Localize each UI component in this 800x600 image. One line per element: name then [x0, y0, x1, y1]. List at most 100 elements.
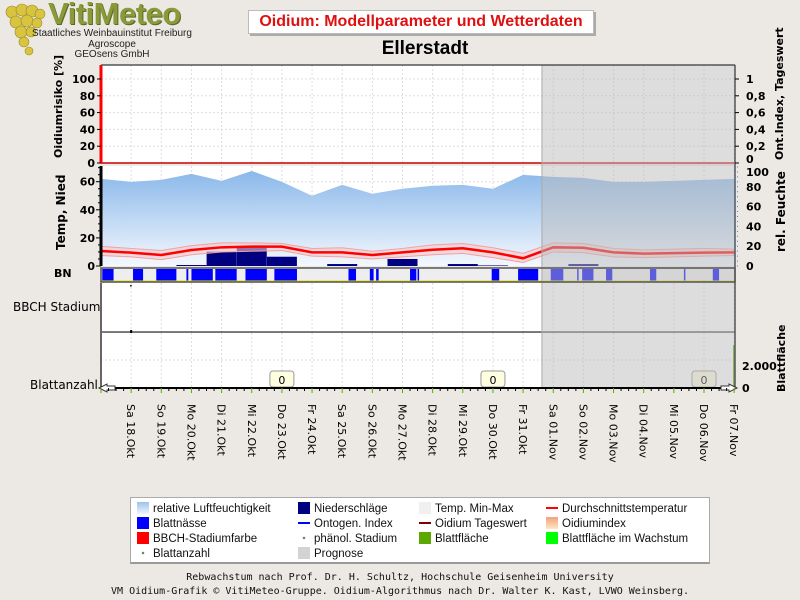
- leaf-wetness-block: [245, 269, 267, 281]
- date-tick-label: Fr 07.Nov: [727, 404, 740, 457]
- temp-tick-label: 20: [80, 232, 96, 245]
- leaf-wetness-block: [518, 269, 539, 281]
- risk-tick-label: 60: [80, 107, 96, 120]
- scroll-left-arrow-icon[interactable]: [97, 383, 116, 393]
- leafarea-tick-label: 2.000: [742, 360, 777, 373]
- footer-line-2: VM Oidium-Grafik © VitiMeteo-Gruppe. Oid…: [111, 586, 689, 597]
- date-tick-label: So 26.Okt: [365, 404, 378, 459]
- date-tick-label: Mi 05.Nov: [667, 404, 680, 459]
- legend-item: Blattanzahl: [137, 547, 210, 562]
- grape-logo-icon: [5, 3, 46, 56]
- station-name: Ellerstadt: [381, 38, 469, 59]
- legend-item: Oidium Tageswert: [419, 517, 527, 532]
- date-tick-label: Mi 29.Okt: [456, 404, 469, 458]
- legend: relative Luftfeuchtigkeit Niederschläge Te…: [130, 497, 710, 564]
- rh-tick-label: 20: [746, 240, 762, 253]
- precipitation-bar: [266, 256, 297, 266]
- precipitation-bar: [206, 251, 237, 266]
- legend-swatch-icon: [137, 532, 149, 544]
- date-tick-label: Mi 22.Okt: [245, 404, 258, 458]
- risk-tick-label: 20: [80, 140, 96, 153]
- phenol-stage-dot: [130, 285, 132, 287]
- legend-item: Oidiumindex: [546, 517, 626, 532]
- legend-label: Temp. Min-Max: [435, 503, 514, 515]
- date-tick-label: Do 23.Okt: [275, 404, 288, 460]
- leaf-wetness-block: [491, 269, 500, 281]
- legend-item: Niederschläge: [298, 502, 388, 517]
- date-tick-label: Di 28.Okt: [426, 404, 439, 457]
- logo-title: VitiMeteo: [48, 0, 181, 31]
- leaf-count-value: 0: [278, 374, 285, 387]
- temp-tick-label: 40: [80, 204, 96, 217]
- leaf-wetness-block: [102, 269, 114, 281]
- legend-item: relative Luftfeuchtigkeit: [137, 502, 271, 517]
- date-tick-label: Mo 27.Okt: [396, 404, 409, 461]
- logo-line: GEOsens GmbH: [74, 49, 150, 60]
- legend-label: relative Luftfeuchtigkeit: [153, 503, 271, 515]
- legend-label: Blattfläche: [435, 533, 489, 545]
- chart-title: Oidium: Modellparameter und Wetterdaten: [248, 10, 594, 34]
- date-tick-label: Mo 03.Nov: [607, 404, 620, 463]
- index-tick-label: 0,2: [746, 140, 766, 153]
- legend-label: Prognose: [314, 548, 364, 560]
- legend-swatch-icon: [546, 517, 558, 529]
- legend-item: Durchschnittstemperatur: [546, 502, 687, 517]
- leaf-count-value: 0: [489, 374, 496, 387]
- precipitation-bar: [447, 264, 478, 266]
- legend-swatch-icon: [546, 502, 558, 514]
- precipitation-bar: [387, 258, 418, 266]
- legend-item: BBCH-Stadiumfarbe: [137, 532, 257, 547]
- legend-label: Niederschläge: [314, 503, 388, 515]
- rh-tick-label: 60: [746, 201, 762, 214]
- date-tick-label: Fr 31.Okt: [516, 404, 529, 455]
- leaf-wetness-block: [348, 269, 357, 281]
- date-tick-label: So 02.Nov: [576, 404, 589, 461]
- date-tick-label: Di 21.Okt: [215, 404, 228, 457]
- date-tick-label: Sa 01.Nov: [546, 404, 559, 461]
- phenol-stage-dot: [130, 330, 133, 333]
- legend-swatch-icon: [298, 517, 310, 529]
- rh-tick-label: 80: [746, 181, 762, 194]
- legend-label: Blattanzahl: [153, 548, 210, 560]
- risk-tick-label: 100: [72, 73, 95, 86]
- date-tick-label: Di 04.Nov: [637, 404, 650, 458]
- rh-tick-label: 40: [746, 220, 762, 233]
- footer-line-1: Rebwachstum nach Prof. Dr. H. Schultz, H…: [186, 572, 614, 583]
- legend-swatch-icon: [298, 532, 310, 544]
- legend-label: Oidium Tageswert: [435, 518, 527, 530]
- date-tick-label: Mo 20.Okt: [184, 404, 197, 461]
- date-tick-label: So 19.Okt: [154, 404, 167, 459]
- index-tick-label: 0,8: [746, 90, 766, 103]
- legend-item: phänol. Stadium: [298, 532, 397, 547]
- leaf-wetness-block: [417, 269, 420, 281]
- date-tick-label: Fr 24.Okt: [305, 404, 318, 455]
- logo-line: Staatliches Weinbauinstitut Freiburg: [32, 28, 192, 39]
- risk-tick-label: 40: [80, 123, 96, 136]
- leafcount-label: Blattanzahl: [30, 378, 98, 392]
- legend-item: Temp. Min-Max: [419, 502, 514, 517]
- legend-item: Blattfläche: [419, 532, 489, 547]
- rh-tick-label: 0: [746, 260, 754, 273]
- legend-swatch-icon: [419, 532, 431, 544]
- date-tick-label: Do 06.Nov: [697, 404, 710, 462]
- leaf-wetness-block: [191, 269, 213, 281]
- leaf-wetness-block: [133, 269, 144, 281]
- index-tick-label: 0,4: [746, 123, 766, 136]
- legend-label: BBCH-Stadiumfarbe: [153, 533, 258, 545]
- logo-line: Agroscope: [88, 39, 136, 50]
- legend-item: Prognose: [298, 547, 363, 562]
- legend-label: phänol. Stadium: [314, 533, 398, 545]
- legend-label: Blattfläche im Wachstum: [562, 533, 689, 545]
- logo: VitiMeteo Staatliches Weinbauinstitut Fr…: [0, 0, 192, 62]
- bbch-label: BBCH Stadium: [13, 300, 101, 314]
- legend-swatch-icon: [137, 502, 149, 514]
- risk-tick-label: 80: [80, 90, 96, 103]
- date-tick-label: Sa 25.Okt: [335, 404, 348, 459]
- temp-tick-label: 60: [80, 176, 96, 189]
- scroll-right-arrow-icon[interactable]: [720, 383, 739, 393]
- prognosis-region: [541, 64, 736, 389]
- leaf-wetness-block: [410, 269, 417, 281]
- legend-swatch-icon: [298, 502, 310, 514]
- precipitation-bar: [176, 265, 207, 266]
- rh-tick-label: 100: [746, 166, 769, 179]
